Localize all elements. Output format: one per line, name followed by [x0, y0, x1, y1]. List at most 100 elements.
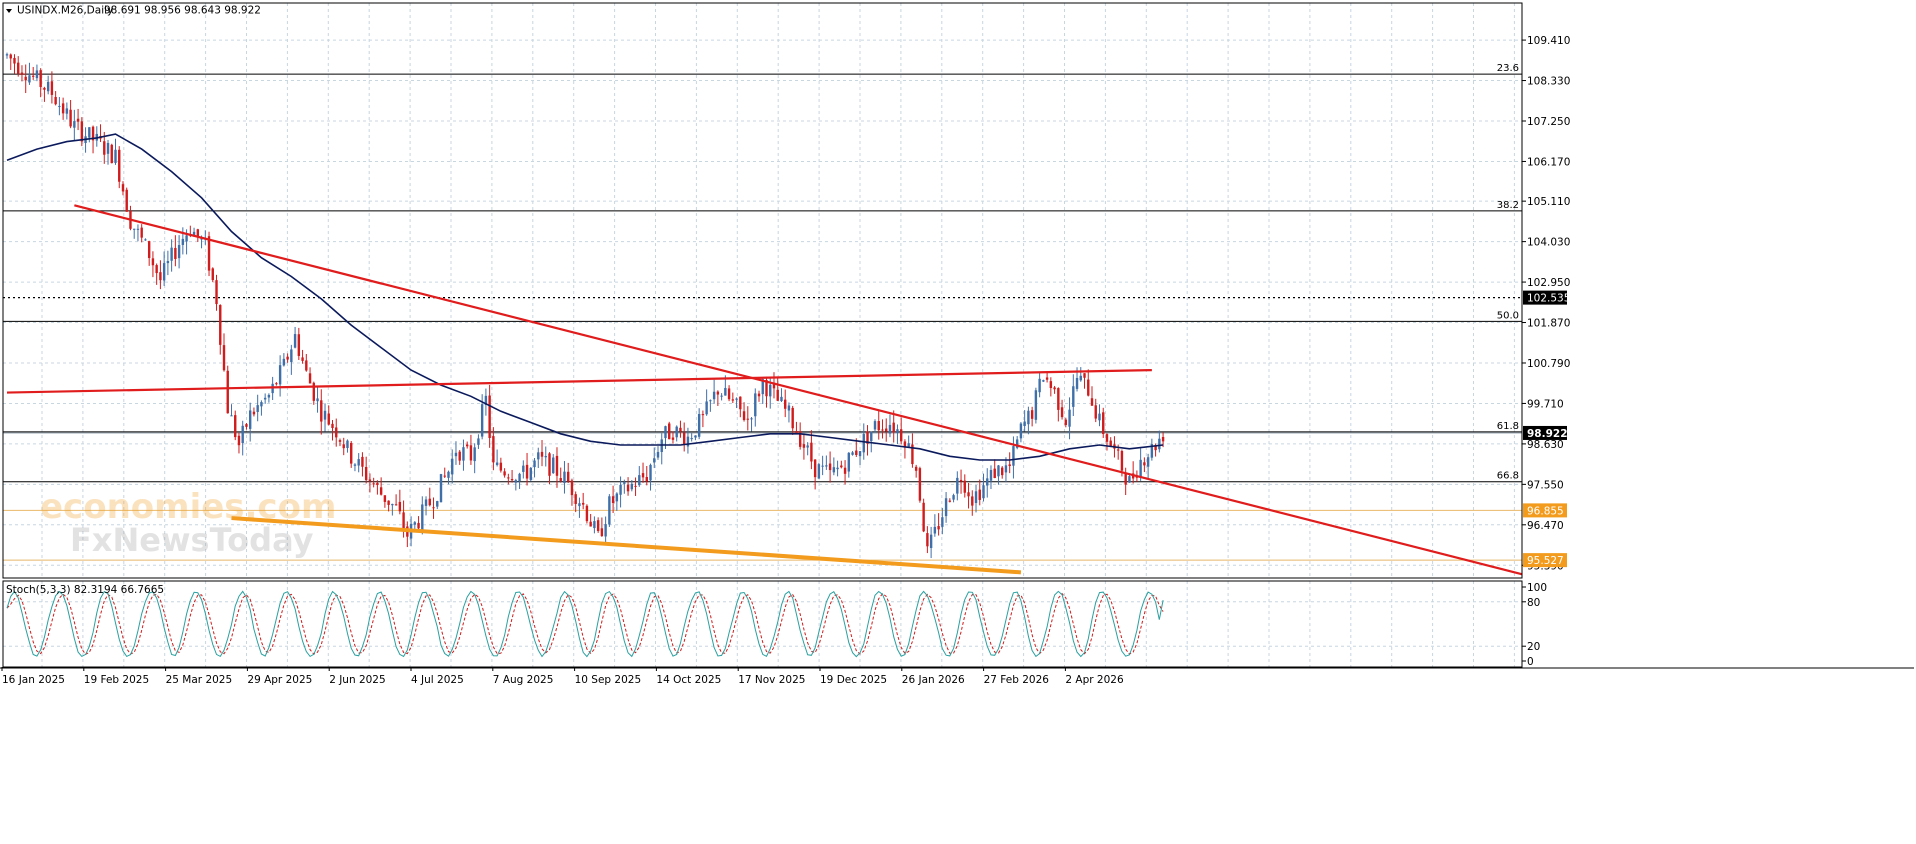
candle-body	[682, 432, 686, 445]
candle-body	[896, 429, 899, 434]
collapse-triangle-icon[interactable]	[6, 9, 12, 13]
stochastic: Stoch(5,3,3) 82.3194 66.7665 100 80 20 0	[6, 582, 1547, 668]
grid	[3, 3, 1522, 667]
candle-body	[581, 502, 585, 505]
candle-body	[638, 475, 641, 486]
candle-body	[151, 258, 155, 266]
candle-body	[263, 397, 267, 400]
candle-body	[379, 487, 383, 495]
candle-body	[297, 334, 301, 356]
price-tick-label: 98.630	[1527, 439, 1564, 451]
candle-body	[215, 280, 218, 305]
candle-body	[959, 479, 963, 482]
candle-body	[477, 438, 480, 445]
candle-body	[439, 474, 443, 503]
candle-body	[1015, 439, 1019, 448]
candle-body	[675, 426, 678, 438]
candle-body	[537, 452, 540, 460]
candle-body	[888, 424, 892, 434]
candle-body	[361, 456, 364, 467]
candle-body	[510, 478, 514, 481]
candle-body	[357, 459, 360, 466]
candle-body	[873, 421, 877, 430]
candle-body	[133, 228, 136, 230]
candle-body	[821, 465, 824, 467]
candle-body	[1001, 467, 1004, 476]
candle-body	[784, 399, 787, 409]
support-trendline[interactable]	[231, 516, 1022, 575]
fib-label: 66.8	[1497, 471, 1519, 482]
candle-body	[24, 76, 27, 81]
candle-body	[1030, 410, 1034, 419]
candle-body	[1158, 438, 1161, 450]
stoch-tick-label: 20	[1527, 641, 1540, 653]
candle-body	[1079, 375, 1082, 381]
candle-body	[626, 484, 630, 492]
candle-body	[335, 427, 338, 438]
candle-body	[1146, 457, 1150, 467]
candle-body	[394, 504, 398, 506]
candle-body	[260, 402, 263, 407]
price-marker-label: 96.855	[1527, 505, 1564, 517]
candle-body	[31, 75, 35, 77]
candle-body	[211, 268, 214, 281]
candle-body	[1150, 444, 1154, 458]
candle-body	[503, 471, 506, 476]
main-panel-border	[2, 2, 1523, 579]
candle-body	[649, 464, 652, 481]
candle-body	[118, 149, 121, 182]
candle-body	[600, 528, 604, 537]
candle-body	[813, 459, 817, 478]
candle-body	[447, 471, 450, 478]
time-tick-label: 17 Nov 2025	[738, 674, 805, 686]
candle-body	[181, 238, 185, 245]
falling-trendline[interactable]	[74, 204, 1523, 576]
rising-trendline[interactable]	[6, 369, 1152, 394]
time-tick-label: 7 Aug 2025	[493, 674, 554, 686]
candle-body	[948, 500, 952, 502]
candle-body	[1064, 419, 1068, 425]
candle-body	[39, 70, 42, 88]
candles	[5, 52, 1165, 559]
candle-body	[877, 421, 880, 431]
price-tick-label: 96.470	[1527, 520, 1564, 532]
chart-ohlc: 98.691 98.956 98.643 98.922	[104, 5, 261, 17]
candle-body	[436, 501, 439, 507]
candle-body	[750, 418, 753, 420]
candle-body	[825, 465, 828, 467]
candle-body	[974, 491, 978, 503]
candle-body	[1154, 445, 1157, 451]
candle-body	[544, 456, 547, 458]
stoch-main-line	[6, 590, 1164, 658]
candle-body	[731, 399, 735, 401]
candle-body	[668, 423, 671, 440]
candle-body	[465, 444, 469, 447]
candle-body	[817, 464, 821, 479]
candle-body	[1109, 440, 1112, 447]
candle-body	[989, 469, 993, 481]
time-tick-label: 29 Apr 2025	[247, 674, 312, 686]
candle-body	[5, 54, 9, 56]
candle-body	[795, 431, 798, 434]
price-axis: 109.410 108.330 107.250 106.170 105.110 104.0…	[1522, 35, 1570, 572]
candle-body	[1090, 398, 1094, 406]
price-tick-label: 105.110	[1527, 196, 1570, 208]
candle-body	[451, 458, 454, 475]
candle-body	[529, 467, 532, 480]
candle-body	[196, 229, 200, 237]
candle-body	[933, 526, 937, 534]
candle-body	[559, 478, 562, 481]
candle-body	[46, 81, 50, 92]
candle-body	[952, 495, 955, 500]
candle-body	[106, 142, 110, 154]
candle-body	[185, 235, 188, 242]
candle-body	[230, 415, 233, 417]
candle-body	[282, 358, 286, 366]
candle-body	[499, 462, 503, 471]
candle-body	[791, 407, 794, 429]
candle-body	[413, 522, 417, 525]
candle-body	[114, 149, 117, 163]
candle-body	[323, 410, 327, 420]
